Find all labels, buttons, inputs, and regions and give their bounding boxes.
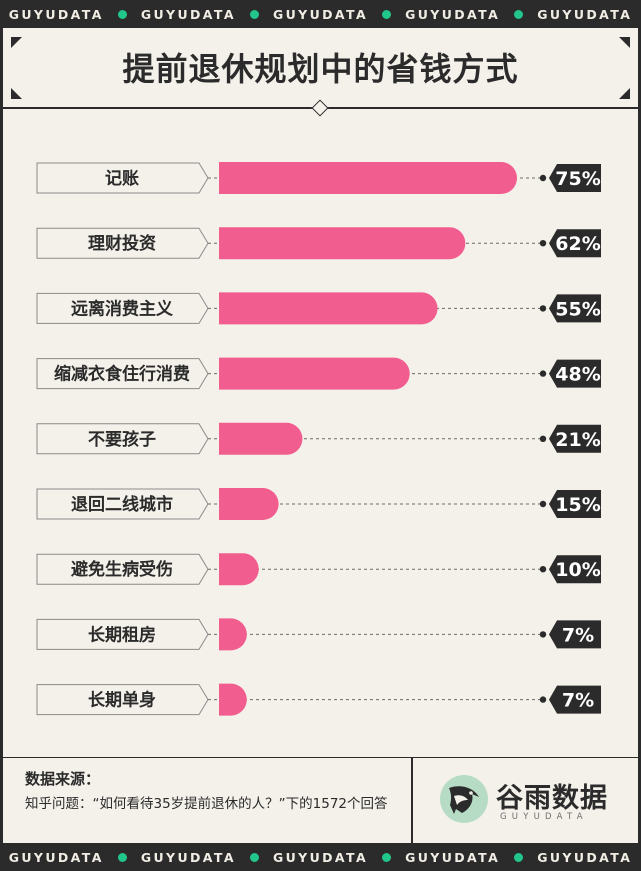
category-label-box — [36, 358, 209, 390]
value-tag — [549, 490, 601, 518]
category-label-box — [36, 162, 209, 194]
data-label: 21% — [555, 429, 600, 451]
corner-mark — [619, 88, 630, 99]
bar-chart: 记账 75% 理财投资 62% 远离消费主义 55% 缩减衣食住行消费 48% 不要孩子 21% 退… — [36, 162, 601, 716]
source-text: 知乎问题：“如何看待35岁提前退休的人？”下的1572个回答 — [25, 796, 388, 812]
dot-icon — [249, 852, 259, 862]
category-label: 理财投资 — [88, 233, 156, 254]
category-label-box — [36, 618, 209, 650]
category-label-box — [36, 553, 209, 585]
dot-icon — [249, 9, 259, 19]
data-label: 48% — [555, 364, 600, 386]
brand-text: GUYUDATA — [272, 6, 369, 22]
endpoint-dot — [539, 174, 547, 182]
category-label: 长期单身 — [88, 690, 156, 711]
category-label-box — [36, 423, 209, 455]
bird-logo-icon — [440, 775, 488, 823]
brand-text: GUYUDATA — [537, 849, 633, 865]
bar — [219, 162, 517, 194]
category-label: 远离消费主义 — [71, 298, 173, 319]
dot-icon — [514, 852, 524, 862]
corner-mark — [11, 88, 22, 99]
category-label-box — [36, 488, 209, 520]
dot-icon — [117, 852, 127, 862]
brand-text: GUYUDATA — [405, 849, 501, 865]
data-label: 55% — [555, 298, 600, 320]
brand-text: GUYUDATA — [272, 849, 369, 865]
data-label: 62% — [555, 233, 600, 255]
brand-text: GUYUDATA — [8, 6, 104, 22]
category-label-box — [36, 684, 209, 716]
brand-text: GUYUDATA — [140, 6, 236, 22]
brand-text: GUYUDATA — [537, 6, 633, 22]
category-label: 避免生病受伤 — [71, 559, 173, 580]
footer-panel: 数据来源： 知乎问题：“如何看待35岁提前退休的人？”下的1572个回答 谷雨数… — [3, 757, 638, 844]
bar — [219, 422, 303, 455]
endpoint-dot — [539, 435, 547, 442]
data-label: 7% — [562, 624, 594, 646]
category-label: 缩减衣食住行消费 — [54, 364, 190, 385]
value-tag — [549, 685, 601, 714]
category-label: 退回二线城市 — [71, 494, 173, 515]
category-label-box — [36, 227, 209, 259]
bar — [219, 488, 279, 520]
brand-strip-top: GUYUDATA GUYUDATA GUYUDATA GUYUDATA GUYU… — [0, 0, 641, 28]
bar — [219, 683, 247, 716]
data-label: 10% — [555, 559, 600, 581]
brand-text: GUYUDATA — [405, 6, 501, 22]
endpoint-dot — [539, 566, 547, 573]
value-tag — [549, 359, 601, 388]
bar — [219, 618, 247, 651]
chart-title: 提前退休规划中的省钱方式 — [122, 50, 519, 88]
corner-mark — [619, 37, 630, 48]
footer-divider — [411, 758, 413, 844]
endpoint-dot — [539, 370, 547, 377]
bar — [219, 357, 410, 390]
endpoint-dot — [539, 631, 547, 638]
data-label: 75% — [555, 168, 600, 190]
logo-name: 谷雨数据 — [496, 783, 608, 814]
brand-text: GUYUDATA — [140, 849, 236, 865]
category-label: 记账 — [105, 169, 139, 189]
value-tag — [549, 424, 601, 453]
bar — [219, 292, 438, 325]
chart-card: 提前退休规划中的省钱方式 记账 75% 理财投资 62% 远离消费主义 55% 缩减衣食住行… — [3, 28, 638, 844]
endpoint-dot — [539, 500, 547, 508]
dot-icon — [514, 9, 524, 19]
bar — [219, 227, 466, 260]
endpoint-dot — [539, 240, 547, 247]
corner-mark — [11, 37, 22, 48]
value-tag — [549, 164, 601, 192]
dot-icon — [382, 9, 392, 19]
data-label: 15% — [555, 494, 600, 516]
value-tag — [549, 620, 601, 649]
logo-subtitle: GUYUDATA — [500, 812, 588, 822]
value-tag — [549, 555, 601, 584]
value-tag — [549, 294, 601, 323]
endpoint-dot — [539, 696, 547, 703]
brand-strip-bottom: GUYUDATA GUYUDATA GUYUDATA GUYUDATA GUYU… — [0, 843, 641, 871]
brand-text: GUYUDATA — [8, 849, 104, 865]
category-label-box — [36, 292, 209, 324]
endpoint-dot — [539, 305, 547, 312]
category-label: 长期租房 — [88, 624, 156, 645]
value-tag — [549, 229, 601, 258]
data-label: 7% — [562, 690, 594, 712]
category-label: 不要孩子 — [88, 429, 156, 450]
bar — [219, 553, 259, 586]
dot-icon — [117, 9, 127, 19]
source-label: 数据来源： — [25, 770, 101, 788]
dot-icon — [382, 852, 392, 862]
